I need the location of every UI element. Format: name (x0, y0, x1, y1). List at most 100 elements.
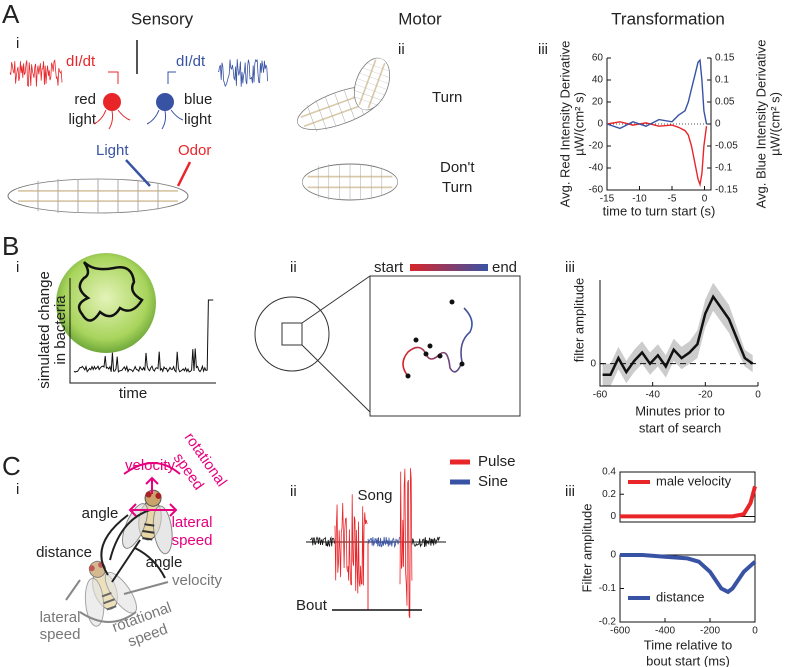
legend-label: Sine (478, 473, 508, 490)
data-line (602, 294, 754, 377)
bacteria-trace (73, 299, 214, 373)
zoom-lines (301, 275, 371, 413)
y-tick-label: -40 (589, 163, 604, 174)
panel-roman: i (16, 259, 19, 276)
y-tick-label: 0 (715, 119, 721, 130)
neuron-dendrite (93, 109, 131, 130)
y-tick-label: -0.2 (599, 617, 617, 628)
y-tick-label: -0.15 (715, 185, 738, 196)
female-arrows (123, 581, 169, 595)
variable-label: distance (36, 544, 92, 561)
x-tick-label: 0 (752, 626, 758, 637)
red-neuron (103, 93, 121, 111)
x-tick-label: -60 (593, 390, 608, 401)
x-axis-label: bout start (ms) (646, 653, 730, 667)
y-axis-label: Avg. Red Intensity Derivative (557, 41, 572, 208)
panel-title: Sensory (131, 9, 194, 28)
panel-roman: iii (565, 483, 575, 500)
x-tick-label: -400 (655, 626, 675, 637)
panel-roman: iii (538, 41, 548, 58)
male-arrows (123, 462, 181, 517)
noise (9, 59, 63, 88)
axes (619, 471, 756, 523)
motor-label: Turn (442, 179, 472, 196)
light-label: light (184, 111, 212, 128)
zoom-square (369, 275, 521, 417)
legend-label: male velocity (656, 473, 732, 488)
song-trace (306, 468, 446, 619)
walk-points (405, 373, 411, 379)
song-segment (367, 536, 400, 549)
data-line (606, 121, 708, 188)
y-tick-label: 40 (592, 75, 604, 86)
panel-roman: i (16, 35, 19, 52)
petri-dish (56, 253, 156, 353)
y-tick-label: 0 (590, 358, 596, 369)
axis (69, 278, 216, 384)
y-tick-label: 0.2 (602, 489, 616, 500)
variable-label: angle (82, 505, 119, 522)
blue-noise-trace (217, 58, 268, 88)
panel-roman: ii (398, 41, 405, 58)
female-arrows (65, 579, 169, 623)
y-tick-label: 60 (592, 53, 604, 64)
gradient-end: end (492, 259, 517, 276)
y-tick-label: 0.1 (715, 75, 729, 86)
song-segment (347, 494, 368, 594)
y-axis-label: filter amplitude (571, 278, 586, 363)
y-tick-label: 0 (610, 550, 616, 561)
larva (7, 178, 189, 214)
walk-points (449, 299, 455, 305)
variable-label: velocity (125, 457, 176, 474)
blue-neuron (156, 93, 174, 111)
stimulus-label: Odor (178, 142, 211, 159)
relation-arrows (100, 509, 166, 583)
panel-letter: C (2, 451, 21, 481)
panel-letter: A (2, 0, 20, 29)
y-axis-label: in bacteria (52, 295, 69, 365)
variable-label: angle (146, 554, 183, 571)
male-arrows (128, 503, 178, 517)
y-tick-label: -0.1 (715, 163, 733, 174)
song-segment (310, 536, 335, 548)
motor-label: Don't (440, 159, 475, 176)
panel-roman: iii (565, 259, 575, 276)
variable-label: velocity (172, 572, 223, 589)
y-axis-label: µW/(cm² s) (571, 92, 586, 156)
panel-roman: ii (290, 259, 297, 276)
data-line (606, 58, 708, 130)
relation-arrows (100, 514, 129, 576)
relation-arrows (134, 547, 166, 579)
legend-label: Pulse (478, 453, 516, 470)
noise (217, 58, 268, 88)
arrow (176, 161, 192, 187)
light-label: red (74, 91, 96, 108)
variable-label: speed (40, 626, 81, 643)
variable-label: lateral (172, 514, 213, 531)
data-line (620, 485, 757, 519)
signal-label: dI/dt (176, 53, 206, 70)
panel-letter: B (2, 231, 19, 261)
zoom-box (281, 322, 303, 346)
female-arrows (65, 579, 81, 601)
walk-points (405, 299, 465, 379)
female-arrows (79, 611, 137, 623)
x-axis-label: time to turn start (s) (603, 203, 716, 218)
connector (108, 71, 119, 84)
walk-points (427, 343, 433, 349)
relation-arrows (109, 509, 151, 561)
y2-axis-label: Avg. Blue Intensity Derivative (753, 40, 768, 209)
color-gradient (410, 264, 488, 271)
x-tick-label: -20 (698, 390, 713, 401)
y-tick-label: 0.05 (715, 97, 735, 108)
x-axis-label: time (119, 385, 147, 402)
x-tick-label: 0 (702, 194, 708, 205)
motor-label: Turn (432, 89, 462, 106)
y-axis-label: simulated change (36, 271, 53, 389)
panel-title: Motor (398, 9, 442, 28)
connector (167, 71, 176, 84)
legend-label: distance (656, 589, 704, 604)
light-label: blue (184, 91, 212, 108)
y-axis-label: Filter amplitude (579, 504, 594, 593)
